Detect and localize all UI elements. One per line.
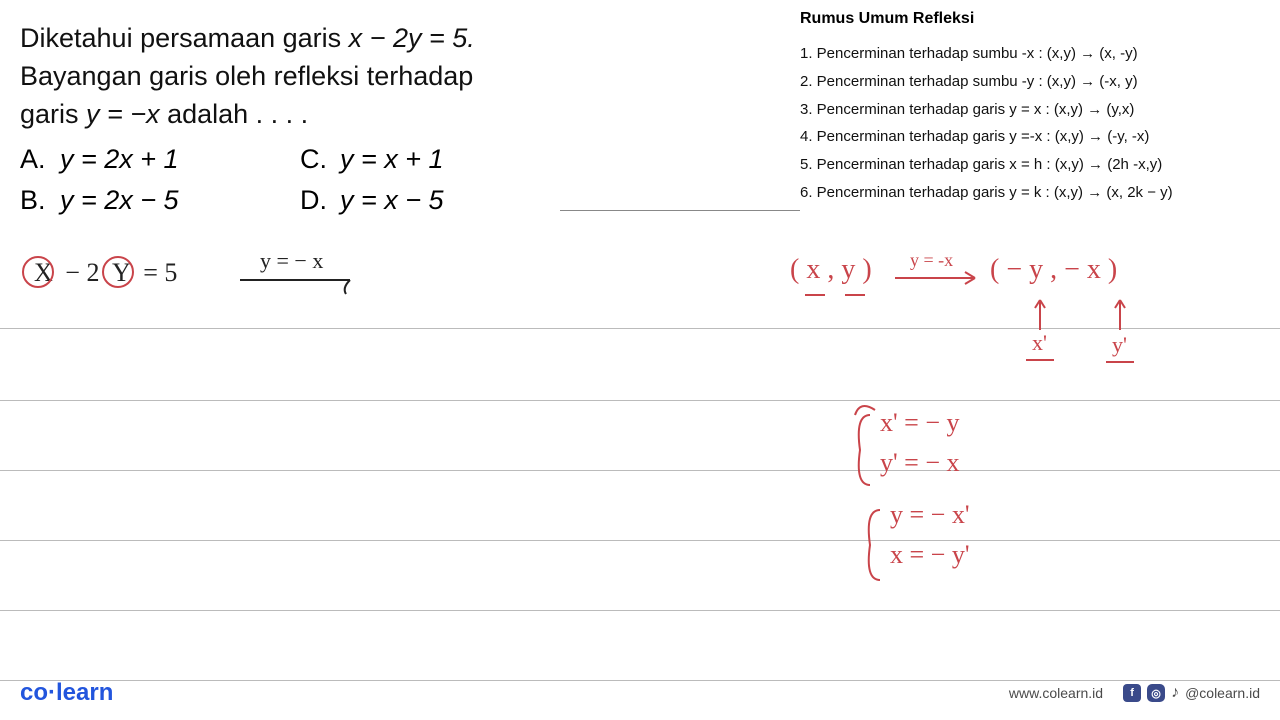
xprime-yprime-arrows: x' y': [1020, 290, 1180, 380]
problem-line-3: garis y = −x adalah . . . .: [20, 96, 620, 134]
ruled-line: [0, 400, 1280, 401]
ruled-line: [0, 470, 1280, 471]
line1-eq: x − 2y = 5.: [349, 23, 475, 53]
circle-x: [22, 256, 54, 288]
brace-2: [860, 505, 890, 585]
logo: co·learn: [20, 679, 113, 707]
footer-handle: @colearn.id: [1185, 685, 1260, 701]
map-left: ( x , y ): [790, 254, 872, 286]
instagram-icon: ◎: [1147, 684, 1165, 702]
option-d-text: y = x − 5: [340, 180, 580, 221]
formula-5: 5. Pencerminan terhadap garis x = h : (x…: [800, 151, 1260, 179]
footer-url: www.colearn.id: [1009, 685, 1103, 701]
footer: co·learn www.colearn.id f ◎ ♪ @colearn.i…: [0, 678, 1280, 708]
formula-block: Rumus Umum Refleksi 1. Pencerminan terha…: [800, 10, 1260, 207]
ruled-line: [0, 540, 1280, 541]
option-c-text: y = x + 1: [340, 139, 580, 180]
line3-b: adalah . . . .: [160, 99, 309, 129]
brace2-a: y = − x': [890, 500, 970, 530]
tiktok-icon: ♪: [1171, 684, 1179, 702]
map-arrow: y = -x: [890, 250, 990, 300]
problem-line-1: Diketahui persamaan garis x − 2y = 5.: [20, 20, 620, 58]
brace1-a: x' = − y: [880, 408, 960, 438]
option-a-label: A.: [20, 139, 60, 180]
formula-title: Rumus Umum Refleksi: [800, 10, 1260, 28]
line3-a: garis: [20, 99, 86, 129]
line3-eq: y = −x: [86, 99, 160, 129]
formula-2: 2. Pencerminan terhadap sumbu -y : (x,y)…: [800, 68, 1260, 96]
brace-1: [850, 410, 880, 490]
line1-text: Diketahui persamaan garis: [20, 23, 349, 53]
underline-xy: [790, 290, 890, 310]
option-c-label: C.: [300, 139, 340, 180]
option-b-label: B.: [20, 180, 60, 221]
formula-4: 4. Pencerminan terhadap garis y =-x : (x…: [800, 123, 1260, 151]
svg-text:y = − x: y = − x: [260, 248, 323, 273]
ruled-line: [0, 610, 1280, 611]
mid-divider: [560, 210, 800, 211]
svg-text:y = -x: y = -x: [910, 250, 953, 270]
formula-3: 3. Pencerminan terhadap garis y = x : (x…: [800, 96, 1260, 124]
option-b-text: y = 2x − 5: [60, 180, 300, 221]
problem-block: Diketahui persamaan garis x − 2y = 5. Ba…: [20, 20, 620, 220]
handwriting-eq-left: X − 2 Y = 5: [28, 258, 177, 288]
option-a-text: y = 2x + 1: [60, 139, 300, 180]
svg-text:y': y': [1112, 332, 1127, 357]
footer-social: f ◎ ♪ @colearn.id: [1123, 684, 1260, 702]
arrow-yeqnegx: y = − x: [230, 250, 370, 300]
facebook-icon: f: [1123, 684, 1141, 702]
circle-y: [102, 256, 134, 288]
problem-line-2: Bayangan garis oleh refleksi terhadap: [20, 58, 620, 96]
svg-text:x': x': [1032, 330, 1047, 355]
formula-6: 6. Pencerminan terhadap garis y = k : (x…: [800, 179, 1260, 207]
option-d-label: D.: [300, 180, 340, 221]
brace1-b: y' = − x: [880, 448, 960, 478]
brace2-b: x = − y': [890, 540, 970, 570]
formula-1: 1. Pencerminan terhadap sumbu -x : (x,y)…: [800, 40, 1260, 68]
options: A. y = 2x + 1 C. y = x + 1 B. y = 2x − 5…: [20, 139, 620, 220]
map-right: ( − y , − x ): [990, 254, 1117, 286]
